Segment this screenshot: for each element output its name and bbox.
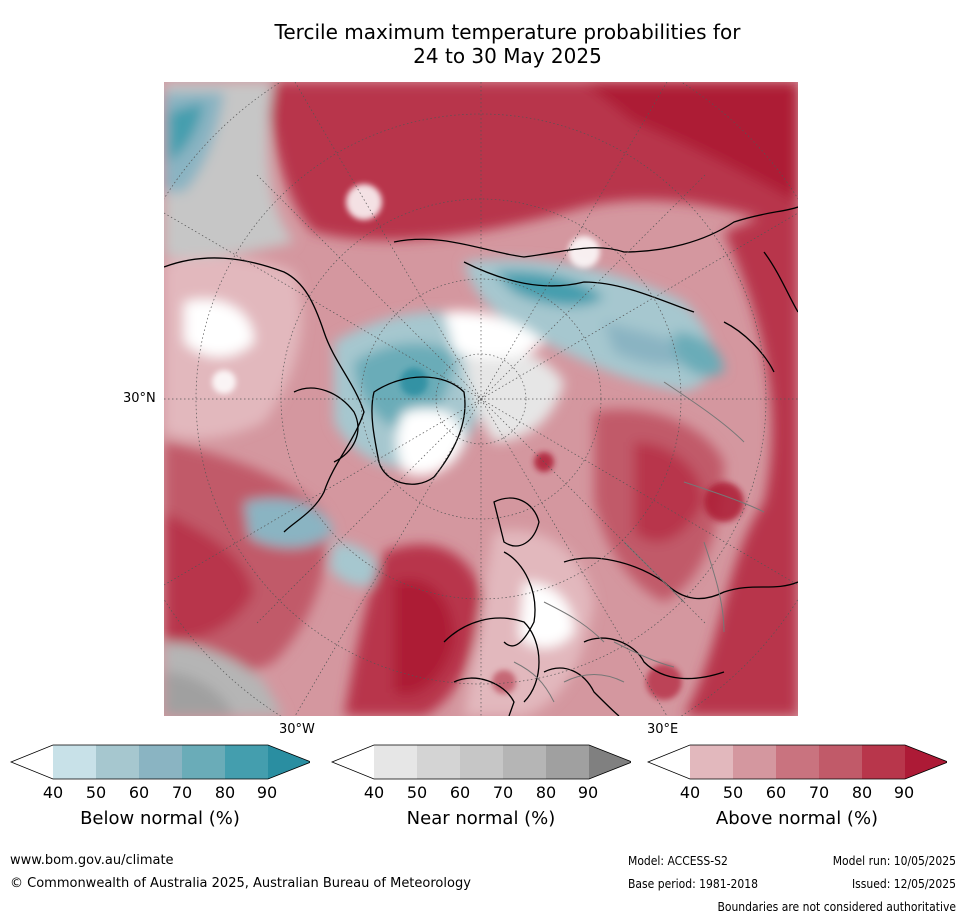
polar-map-graphic [164,82,798,716]
above-tick-70: 70 [808,783,830,802]
near-tick-50: 50 [406,783,428,802]
colorbar-outline [10,744,310,780]
above-tick-40: 40 [679,783,701,802]
below-tick-40: 40 [42,783,64,802]
colorbar-high-extension [589,745,631,779]
near-tick-90: 90 [577,783,599,802]
lon-label-30e: 30°E [647,722,679,737]
base-period-text: Base period: 1981-2018 [628,877,759,891]
below-tick-50: 50 [85,783,107,802]
above-tick-50: 50 [722,783,744,802]
above-tick-80: 80 [851,783,873,802]
disclaimer-text: Boundaries are not considered authoritat… [717,900,956,914]
colorbar-segment [225,745,268,779]
below-tick-80: 80 [214,783,236,802]
colorbar-near-normal-graphic [331,744,631,780]
graticule [164,82,798,716]
colorbar-outline [647,744,947,780]
lon-label-30w: 30°W [279,722,315,737]
below-tick-60: 60 [128,783,150,802]
colorbar-above-normal-graphic [647,744,947,780]
colorbar-segment [53,745,96,779]
model-text: Model: ACCESS-S2 [628,854,728,868]
issued-text: Issued: 12/05/2025 [851,877,956,891]
above-normal-label: Above normal (%) [715,808,879,829]
colorbar-near-normal [331,744,631,780]
colorbar-segment [862,745,905,779]
colorbar-segment [374,745,417,779]
colorbar-outline [331,744,631,780]
colorbar-segment [690,745,733,779]
colorbar-below-normal-graphic [10,744,310,780]
colorbar-segment [182,745,225,779]
colorbar-segment [819,745,862,779]
near-tick-70: 70 [492,783,514,802]
map-title: Tercile maximum temperature probabilitie… [200,20,815,68]
above-tick-90: 90 [893,783,915,802]
colorbar-segment [776,745,819,779]
colorbar-low-extension [11,745,53,779]
probability-field [164,82,798,716]
coastlines [164,206,798,716]
title-line-1: Tercile maximum temperature probabilitie… [274,20,741,44]
colorbar-high-extension [268,745,310,779]
colorbar-segment [460,745,503,779]
colorbar-low-extension [648,745,690,779]
lat-label-30n: 30°N [123,391,156,406]
colorbar-segment [503,745,546,779]
website-link[interactable]: www.bom.gov.au/climate [10,853,174,868]
near-tick-80: 80 [535,783,557,802]
below-normal-label: Below normal (%) [80,808,240,829]
below-tick-70: 70 [171,783,193,802]
colorbar-above-normal [647,744,947,780]
copyright-text: © Commonwealth of Australia 2025, Austra… [10,876,471,891]
below-tick-90: 90 [256,783,278,802]
near-normal-label: Near normal (%) [406,808,556,829]
near-tick-40: 40 [363,783,385,802]
title-line-2: 24 to 30 May 2025 [413,44,602,68]
colorbar-below-normal [10,744,310,780]
colorbar-segment [417,745,460,779]
colorbar-segment [733,745,776,779]
model-run-text: Model run: 10/05/2025 [832,854,956,868]
colorbar-segment [546,745,589,779]
colorbar-high-extension [905,745,947,779]
colorbar-segment [96,745,139,779]
polar-map [164,82,798,716]
colorbar-low-extension [332,745,374,779]
above-tick-60: 60 [765,783,787,802]
colorbar-segment [139,745,182,779]
near-tick-60: 60 [449,783,471,802]
